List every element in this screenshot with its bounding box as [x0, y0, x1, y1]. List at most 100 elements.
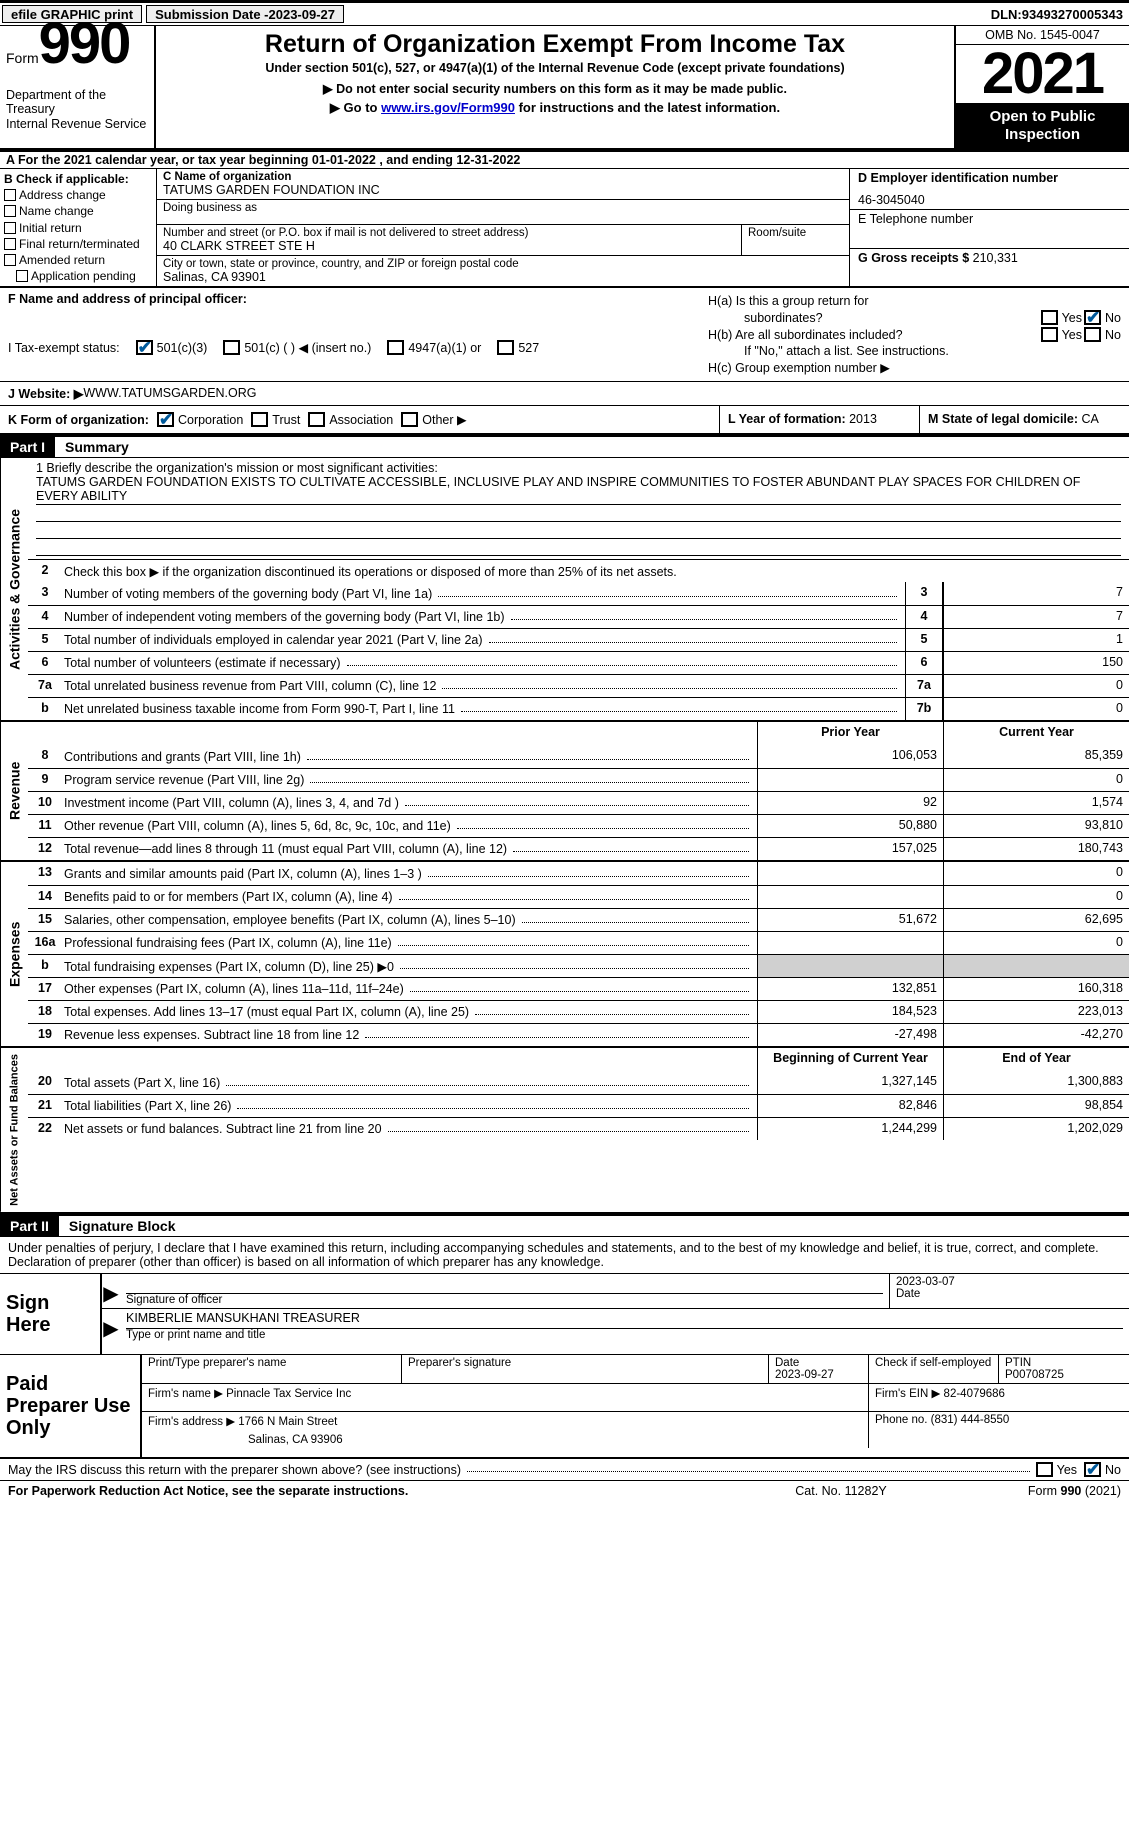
- hc-row: H(c) Group exemption number ▶: [708, 360, 1121, 375]
- opt-4947[interactable]: 4947(a)(1) or: [387, 340, 481, 355]
- ha-yes[interactable]: Yes: [1062, 311, 1082, 325]
- line-8: 8 Contributions and grants (Part VIII, l…: [28, 745, 1129, 768]
- line-22: 22 Net assets or fund balances. Subtract…: [28, 1117, 1129, 1140]
- ein-cell: D Employer identification number 46-3045…: [850, 169, 1129, 210]
- current-year-header: Current Year: [943, 722, 1129, 745]
- line-9: 9 Program service revenue (Part VIII, li…: [28, 768, 1129, 791]
- org-name: TATUMS GARDEN FOUNDATION INC: [163, 183, 843, 197]
- discuss-no[interactable]: No: [1084, 1462, 1121, 1477]
- ha-label: H(a) Is this a group return for: [708, 294, 868, 308]
- mission-blank-3: [36, 539, 1121, 556]
- hb-label: H(b) Are all subordinates included?: [708, 328, 903, 342]
- mission-text: TATUMS GARDEN FOUNDATION EXISTS TO CULTI…: [36, 475, 1121, 505]
- preparer-date-cell: Date2023-09-27: [769, 1355, 869, 1383]
- pp-row-2: Firm's name ▶ Pinnacle Tax Service Inc F…: [142, 1384, 1129, 1412]
- website-label: J Website: ▶: [8, 386, 83, 401]
- row-k-l-m: K Form of organization: Corporation Trus…: [0, 406, 1129, 435]
- officer-name: KIMBERLIE MANSUKHANI TREASURER: [126, 1311, 1123, 1329]
- revenue-header-row: Prior Year Current Year: [28, 722, 1129, 745]
- spacer: [346, 3, 985, 25]
- cb-final-return[interactable]: Final return/terminated: [4, 236, 152, 252]
- sign-here-label: Sign Here: [0, 1274, 100, 1354]
- discuss-text: May the IRS discuss this return with the…: [8, 1463, 461, 1477]
- title-col: Return of Organization Exempt From Incom…: [156, 26, 954, 148]
- line-21: 21 Total liabilities (Part X, line 26) 8…: [28, 1094, 1129, 1117]
- submission-date-button[interactable]: Submission Date - 2023-09-27: [146, 5, 344, 23]
- line-2: 2 Check this box ▶ if the organization d…: [28, 559, 1129, 582]
- form-org-label: K Form of organization:: [8, 413, 149, 427]
- ha-no[interactable]: No: [1105, 311, 1121, 325]
- line-2-text: Check this box ▶ if the organization dis…: [64, 564, 677, 579]
- netassets-header-row: Beginning of Current Year End of Year: [28, 1048, 1129, 1071]
- cat-number: Cat. No. 11282Y: [741, 1484, 941, 1498]
- cb-amended-return[interactable]: Amended return: [4, 252, 152, 268]
- goto-link[interactable]: www.irs.gov/Form990: [381, 100, 515, 115]
- line-12: 12 Total revenue—add lines 8 through 11 …: [28, 837, 1129, 860]
- arrow-icon: ▶: [102, 1274, 120, 1308]
- opt-association[interactable]: Association: [308, 412, 393, 427]
- firm-name-cell: Firm's name ▶ Pinnacle Tax Service Inc: [142, 1384, 869, 1411]
- officer-label: F Name and address of principal officer:: [8, 292, 247, 306]
- preparer-name-cell: Print/Type preparer's name: [142, 1355, 402, 1383]
- tax-year: 2021: [956, 45, 1129, 104]
- line-7a: 7a Total unrelated business revenue from…: [28, 674, 1129, 697]
- mission-label: 1 Briefly describe the organization's mi…: [36, 461, 1121, 475]
- year-formation: 2013: [849, 412, 877, 426]
- opt-trust[interactable]: Trust: [251, 412, 300, 427]
- netassets-section: Net Assets or Fund Balances Beginning of…: [0, 1048, 1129, 1214]
- opt-501c[interactable]: 501(c) ( ) ◀ (insert no.): [223, 340, 371, 355]
- line-16a: 16a Professional fundraising fees (Part …: [28, 931, 1129, 954]
- firm-address-cell: Firm's address ▶ 1766 N Main Street Sali…: [142, 1412, 869, 1448]
- sig-row-2: ▶ KIMBERLIE MANSUKHANI TREASURER Type or…: [102, 1309, 1129, 1343]
- pp-row-3: Firm's address ▶ 1766 N Main Street Sali…: [142, 1412, 1129, 1448]
- opt-corporation[interactable]: Corporation: [157, 412, 243, 427]
- revenue-section: Revenue Prior Year Current Year 8 Contri…: [0, 722, 1129, 862]
- row-m: M State of legal domicile: CA: [919, 406, 1129, 433]
- cb-initial-return[interactable]: Initial return: [4, 220, 152, 236]
- sign-here-block: Sign Here ▶ Signature of officer 2023-03…: [0, 1274, 1129, 1355]
- vtab-activities: Activities & Governance: [0, 458, 28, 720]
- open-to-public: Open to Public Inspection: [956, 104, 1129, 148]
- hb-no[interactable]: No: [1105, 328, 1121, 342]
- line-14: 14 Benefits paid to or for members (Part…: [28, 885, 1129, 908]
- part-i-name: Summary: [55, 437, 139, 457]
- year-formation-label: L Year of formation:: [728, 412, 849, 426]
- subdate-label: Submission Date -: [155, 7, 268, 22]
- opt-other[interactable]: Other ▶: [401, 412, 466, 427]
- period-begin: 01-01-2022: [312, 153, 376, 167]
- hb-yes[interactable]: Yes: [1062, 328, 1082, 342]
- opt-527[interactable]: 527: [497, 340, 539, 355]
- opt-501c3[interactable]: 501(c)(3): [136, 340, 208, 355]
- part-ii-name: Signature Block: [59, 1216, 186, 1236]
- telephone-label: E Telephone number: [858, 212, 973, 226]
- block-f-h: F Name and address of principal officer:…: [0, 288, 1129, 382]
- activities-body: 1 Briefly describe the organization's mi…: [28, 458, 1129, 720]
- printed-name-field: KIMBERLIE MANSUKHANI TREASURER Type or p…: [120, 1309, 1129, 1343]
- address-value: 40 CLARK STREET STE H: [163, 239, 735, 253]
- period-mid: , and ending: [376, 153, 457, 167]
- cb-name-change[interactable]: Name change: [4, 203, 152, 219]
- firm-phone-cell: Phone no. (831) 444-8550: [869, 1412, 1129, 1448]
- mission-blank-1: [36, 505, 1121, 522]
- form-header: Form990 Department of the Treasury Inter…: [0, 26, 1129, 152]
- line-15: 15 Salaries, other compensation, employe…: [28, 908, 1129, 931]
- revenue-body: Prior Year Current Year 8 Contributions …: [28, 722, 1129, 860]
- discuss-yes[interactable]: Yes: [1036, 1462, 1077, 1477]
- cb-address-change[interactable]: Address change: [4, 187, 152, 203]
- dln-label: DLN:: [991, 7, 1022, 22]
- vtab-netassets: Net Assets or Fund Balances: [0, 1048, 28, 1212]
- expenses-section: Expenses 13 Grants and similar amounts p…: [0, 862, 1129, 1048]
- end-year-header: End of Year: [943, 1048, 1129, 1071]
- ein-value: 46-3045040: [858, 193, 1121, 207]
- telephone-cell: E Telephone number: [850, 210, 1129, 249]
- room-cell: Room/suite: [741, 225, 849, 256]
- part-i-tag: Part I: [0, 437, 55, 457]
- cb-application-pending[interactable]: Application pending: [4, 268, 152, 284]
- col-b-header: B Check if applicable:: [4, 171, 152, 187]
- dln: DLN: 93493270005343: [985, 3, 1129, 25]
- ein-label: D Employer identification number: [858, 171, 1058, 185]
- org-name-cell: C Name of organization TATUMS GARDEN FOU…: [157, 169, 849, 200]
- expenses-body: 13 Grants and similar amounts paid (Part…: [28, 862, 1129, 1046]
- col-h: H(a) Is this a group return for subordin…: [700, 288, 1129, 381]
- vtab-expenses: Expenses: [0, 862, 28, 1046]
